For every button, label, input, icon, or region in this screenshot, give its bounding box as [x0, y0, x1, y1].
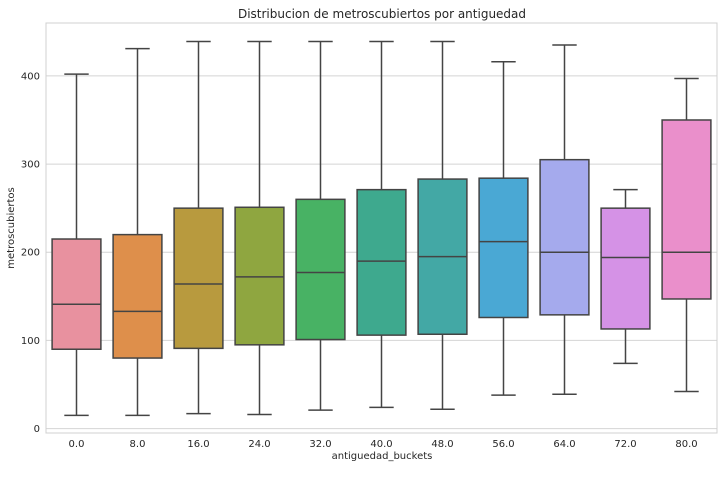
box-24.0: [234, 40, 285, 416]
x-tick-label: 72.0: [614, 439, 636, 450]
x-axis-label: antiguedad_buckets: [332, 451, 433, 462]
box-8.0: [112, 47, 163, 417]
box-56.0: [478, 61, 529, 396]
x-tick-label: 8.0: [130, 439, 146, 450]
iqr-box: [173, 207, 224, 350]
y-tick-label: 100: [21, 336, 40, 347]
iqr-box: [539, 158, 590, 316]
plot-area-frame: [45, 22, 718, 434]
iqr-box: [51, 238, 102, 350]
x-tick-label: 32.0: [309, 439, 331, 450]
x-tick-label: 48.0: [431, 439, 453, 450]
iqr-box: [478, 177, 529, 319]
y-tick-label: 200: [21, 248, 40, 259]
y-axis-label: metroscubiertos: [6, 187, 17, 269]
x-tick-label: 56.0: [492, 439, 514, 450]
box-0.0: [51, 73, 102, 417]
x-tick-label: 16.0: [187, 439, 209, 450]
iqr-box: [295, 198, 346, 341]
box-48.0: [417, 40, 468, 410]
x-tick-label: 0.0: [69, 439, 85, 450]
y-tick-label: 400: [21, 71, 40, 82]
box-80.0: [661, 77, 712, 393]
box-64.0: [539, 44, 590, 395]
y-tick-label: 300: [21, 160, 40, 171]
iqr-box: [234, 206, 285, 346]
box-32.0: [295, 40, 346, 411]
chart-title: Distribucion de metroscubiertos por anti…: [238, 7, 526, 21]
x-tick-label: 64.0: [553, 439, 575, 450]
x-tick-labels: 0.0 8.0 16.0 24.0 32.0 40.0 48.0 56.0 64.0 72.0 80…: [69, 439, 698, 450]
box-72.0: [600, 188, 651, 365]
box-16.0: [173, 40, 224, 415]
boxes-group: [51, 40, 712, 417]
y-tick-labels: 0 100 200 300 400: [21, 71, 40, 435]
iqr-box: [600, 207, 651, 330]
x-tick-label: 24.0: [248, 439, 270, 450]
iqr-box: [661, 119, 712, 300]
iqr-box: [356, 188, 407, 336]
iqr-box: [112, 233, 163, 359]
box-40.0: [356, 40, 407, 409]
y-tick-label: 0: [34, 424, 40, 435]
x-tick-label: 40.0: [370, 439, 392, 450]
x-tick-label: 80.0: [675, 439, 697, 450]
